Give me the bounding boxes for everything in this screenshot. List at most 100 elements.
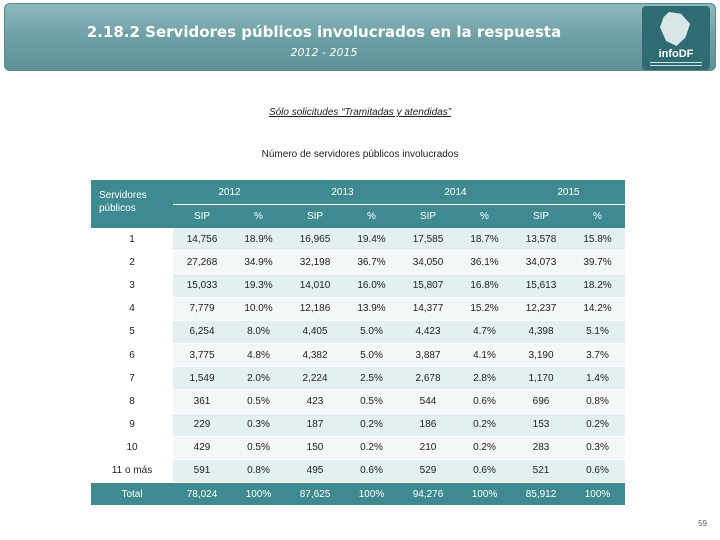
sip-header: SIP xyxy=(173,204,231,228)
total-cell: 100% xyxy=(570,482,625,506)
pct-cell: 0.5% xyxy=(344,389,399,414)
pct-cell: 2.5% xyxy=(344,366,399,391)
pct-cell: 18.7% xyxy=(457,228,512,252)
page-number: 59 xyxy=(698,519,707,528)
corner-header: Servidores públicos xyxy=(91,180,173,228)
row-label: 8 xyxy=(91,389,173,414)
pct-cell: 1.4% xyxy=(570,366,625,391)
sip-cell: 4,423 xyxy=(399,320,457,344)
sip-cell: 186 xyxy=(399,413,457,437)
table-row: 9 229 0.3% 187 0.2% 186 0.2% 153 0.2% xyxy=(91,413,625,437)
row-label: 7 xyxy=(91,366,173,391)
pct-cell: 13.9% xyxy=(344,297,399,321)
city-map-icon xyxy=(660,12,690,46)
sip-cell: 7,779 xyxy=(173,297,231,321)
sip-cell: 34,073 xyxy=(512,250,570,275)
table-row: 5 6,254 8.0% 4,405 5.0% 4,423 4.7% 4,398 5.1% xyxy=(91,320,625,344)
table-row: 10 429 0.5% 150 0.2% 210 0.2% 283 0.3% xyxy=(91,436,625,460)
sip-header: SIP xyxy=(286,204,344,228)
sip-cell: 12,186 xyxy=(286,297,344,321)
pct-cell: 8.0% xyxy=(231,320,286,344)
pct-cell: 0.3% xyxy=(231,413,286,437)
title-banner: 2.18.2 Servidores públicos involucrados … xyxy=(4,3,716,71)
pct-cell: 36.1% xyxy=(457,250,512,275)
table-row: 3 15,033 19.3% 14,010 16.0% 15,807 16.8% 15,613… xyxy=(91,273,625,298)
sip-cell: 3,887 xyxy=(399,343,457,368)
sip-cell: 544 xyxy=(399,389,457,414)
filter-note: Sólo solicitudes “Tramitadas y atendidas… xyxy=(268,107,452,118)
sip-cell: 34,050 xyxy=(399,250,457,275)
sip-header: SIP xyxy=(399,204,457,228)
pct-cell: 15.8% xyxy=(570,228,625,252)
sip-cell: 15,613 xyxy=(512,273,570,298)
pct-cell: 36.7% xyxy=(344,250,399,275)
sip-cell: 361 xyxy=(173,389,231,414)
pct-cell: 18.2% xyxy=(570,273,625,298)
row-label: 3 xyxy=(91,273,173,298)
sip-cell: 4,398 xyxy=(512,320,570,344)
row-label: 6 xyxy=(91,343,173,368)
sip-cell: 283 xyxy=(512,436,570,460)
sip-cell: 15,033 xyxy=(173,273,231,298)
page-title: 2.18.2 Servidores públicos involucrados … xyxy=(86,23,562,41)
pct-cell: 3.7% xyxy=(570,343,625,368)
pct-header: % xyxy=(457,204,512,228)
sip-cell: 32,198 xyxy=(286,250,344,275)
sip-cell: 14,756 xyxy=(173,228,231,252)
pct-cell: 4.8% xyxy=(231,343,286,368)
sip-cell: 591 xyxy=(173,459,231,484)
infodf-logo: infoDF xyxy=(642,6,710,70)
sip-cell: 13,578 xyxy=(512,228,570,252)
row-label: 5 xyxy=(91,320,173,344)
year-header: 2014 xyxy=(399,180,512,205)
pct-cell: 0.2% xyxy=(344,436,399,460)
table-row: 2 27,268 34.9% 32,198 36.7% 34,050 36.1% 34,073… xyxy=(91,250,625,275)
table-body: 1 14,756 18.9% 16,965 19.4% 17,585 18.7% 13,578… xyxy=(91,228,625,484)
pct-cell: 0.5% xyxy=(231,389,286,414)
pct-cell: 10.0% xyxy=(231,297,286,321)
logo-lines xyxy=(650,62,702,68)
pct-cell: 16.8% xyxy=(457,273,512,298)
sip-cell: 3,190 xyxy=(512,343,570,368)
pct-cell: 0.6% xyxy=(344,459,399,484)
pct-cell: 4.7% xyxy=(457,320,512,344)
pct-cell: 2.8% xyxy=(457,366,512,391)
sip-cell: 423 xyxy=(286,389,344,414)
sip-cell: 14,010 xyxy=(286,273,344,298)
total-cell: 94,276 xyxy=(399,482,457,506)
pct-cell: 0.8% xyxy=(231,459,286,484)
total-cell: 87,625 xyxy=(286,482,344,506)
sip-cell: 1,170 xyxy=(512,366,570,391)
pct-cell: 4.1% xyxy=(457,343,512,368)
sip-cell: 696 xyxy=(512,389,570,414)
table-row: 4 7,779 10.0% 12,186 13.9% 14,377 15.2% 12,237 1… xyxy=(91,297,625,321)
pct-cell: 19.3% xyxy=(231,273,286,298)
sip-cell: 6,254 xyxy=(173,320,231,344)
total-cell: 100% xyxy=(231,482,286,506)
pct-cell: 19.4% xyxy=(344,228,399,252)
row-label: 11 o más xyxy=(91,459,173,484)
row-label: 1 xyxy=(91,228,173,252)
table-caption: Número de servidores públicos involucrad… xyxy=(261,149,459,160)
pct-header: % xyxy=(570,204,625,228)
sip-cell: 2,224 xyxy=(286,366,344,391)
sip-cell: 1,549 xyxy=(173,366,231,391)
pct-cell: 0.2% xyxy=(344,413,399,437)
year-header: 2013 xyxy=(286,180,399,205)
pct-header: % xyxy=(231,204,286,228)
total-row: Total 78,024 100% 87,625 100% 94,276 100… xyxy=(91,482,625,506)
total-cell: 85,912 xyxy=(512,482,570,506)
pct-cell: 0.2% xyxy=(457,436,512,460)
pct-cell: 0.5% xyxy=(231,436,286,460)
sip-cell: 14,377 xyxy=(399,297,457,321)
pct-cell: 16.0% xyxy=(344,273,399,298)
sip-cell: 17,585 xyxy=(399,228,457,252)
row-label: 10 xyxy=(91,436,173,460)
pct-header: % xyxy=(344,204,399,228)
table-row: 8 361 0.5% 423 0.5% 544 0.6% 696 0.8% xyxy=(91,389,625,414)
year-header: 2012 xyxy=(173,180,286,205)
sip-cell: 210 xyxy=(399,436,457,460)
sip-cell: 4,405 xyxy=(286,320,344,344)
row-label: 2 xyxy=(91,250,173,275)
sip-cell: 229 xyxy=(173,413,231,437)
